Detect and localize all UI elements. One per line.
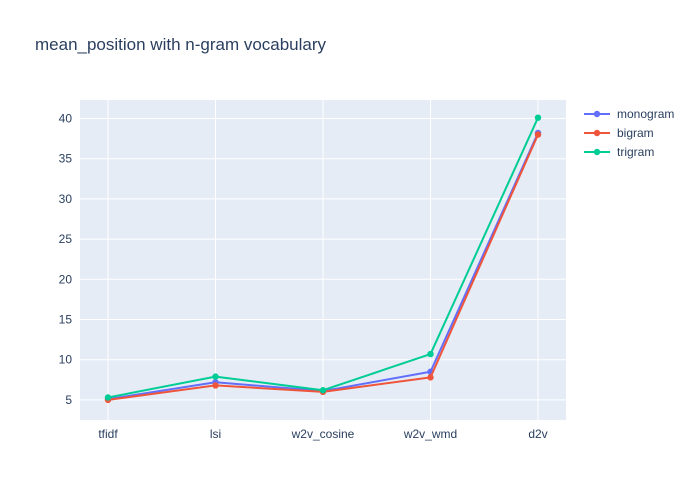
y-tick-label: 15	[59, 312, 73, 326]
y-tick-label: 10	[59, 353, 73, 367]
legend-item-trigram[interactable]: trigram	[584, 145, 654, 159]
x-gridlines	[107, 100, 539, 420]
data-point-trigram[interactable]	[319, 387, 327, 394]
y-tick-label: 25	[59, 232, 73, 246]
legend-item-bigram[interactable]: bigram	[584, 126, 654, 140]
legend-item-monogram[interactable]: monogram	[584, 107, 674, 121]
data-point-trigram[interactable]	[104, 394, 112, 401]
x-tick-label: tfidf	[98, 427, 118, 441]
legend-swatch-marker	[593, 129, 601, 137]
chart-title: mean_position with n-gram vocabulary	[35, 35, 327, 54]
x-tick-labels: tfidf lsi w2v_cosine w2v_wmd d2v	[98, 427, 547, 441]
x-tick-label: w2v_cosine	[291, 427, 355, 441]
data-point-trigram[interactable]	[534, 114, 542, 121]
legend-label: monogram	[617, 107, 674, 121]
x-tick-label: lsi	[210, 427, 221, 441]
legend-swatch-marker	[593, 110, 601, 118]
y-tick-label: 5	[65, 393, 72, 407]
legend[interactable]: monogram bigram trigram	[584, 107, 674, 159]
data-point-trigram[interactable]	[212, 373, 219, 380]
data-point-bigram[interactable]	[427, 374, 434, 381]
x-tick-label: w2v_wmd	[403, 427, 457, 441]
x-tick-label: d2v	[528, 427, 547, 441]
data-point-trigram[interactable]	[427, 350, 434, 358]
y-tick-label: 20	[59, 272, 73, 286]
y-tick-labels: 5 10 15 20 25 30 35 40	[59, 111, 73, 406]
data-point-bigram[interactable]	[212, 382, 219, 389]
y-tick-label: 30	[59, 192, 73, 206]
data-point-bigram[interactable]	[534, 131, 542, 138]
series-layer	[104, 114, 542, 404]
legend-label: bigram	[617, 126, 654, 140]
y-tick-label: 40	[59, 111, 73, 125]
y-gridlines	[80, 117, 566, 401]
series-trigram	[104, 114, 542, 401]
legend-swatch-marker	[593, 148, 601, 156]
y-tick-label: 35	[59, 152, 73, 166]
legend-label: trigram	[617, 145, 654, 159]
